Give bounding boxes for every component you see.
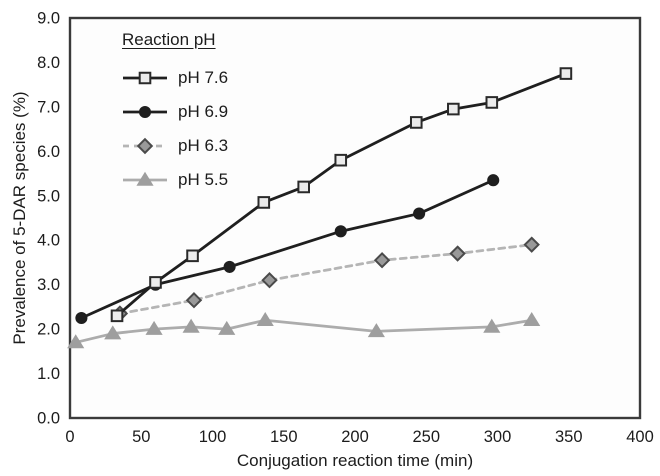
data-point-triangle [218, 320, 236, 335]
data-point-triangle [483, 318, 501, 333]
diamond-marker-icon [136, 137, 154, 155]
data-point-square [447, 102, 460, 116]
data-point-circle [487, 174, 500, 187]
legend-marker-circle-icon [123, 105, 167, 119]
data-point-square [559, 67, 573, 80]
plot-area [68, 16, 642, 420]
data-point-diamond [523, 236, 540, 253]
data-point-triangle [145, 320, 163, 335]
series-line-ph-6-9 [80, 178, 495, 320]
data-point-circle [75, 311, 88, 325]
legend-item-ph-6-9: pH 6.9 [122, 100, 228, 124]
x-tick-label: 150 [270, 428, 298, 446]
y-tick-label: 1.0 [37, 365, 60, 383]
series-line-ph-7-6 [115, 72, 568, 318]
x-tick-label: 250 [412, 428, 440, 446]
legend-marker-square-icon [123, 71, 167, 85]
data-point-square [257, 196, 271, 209]
x-tick-label: 200 [341, 428, 369, 446]
data-point-square [409, 116, 423, 129]
data-point-circle [223, 260, 236, 273]
legend-item-ph-6-3: pH 6.3 [122, 134, 228, 158]
series-line-ph-6-3 [118, 243, 534, 315]
y-tick-label: 9.0 [37, 10, 60, 28]
data-point-diamond [373, 252, 391, 269]
data-point-square [110, 309, 124, 323]
data-point-square [186, 249, 199, 263]
y-tick-label: 4.0 [37, 232, 60, 250]
y-tick-label: 8.0 [37, 54, 60, 72]
y-tick-label: 7.0 [37, 98, 60, 116]
x-tick-label: 400 [626, 428, 654, 446]
data-point-diamond [185, 292, 203, 309]
data-point-triangle [256, 312, 274, 327]
data-point-square [149, 276, 162, 289]
square-marker-icon [138, 71, 152, 85]
data-point-triangle [104, 325, 122, 340]
y-tick-label: 0.0 [37, 410, 60, 428]
y-tick-label: 2.0 [37, 321, 60, 339]
data-point-diamond [261, 272, 278, 289]
x-tick-label: 300 [484, 428, 512, 446]
data-point-triangle [367, 323, 385, 338]
x-tick-label: 100 [199, 428, 227, 446]
legend: Reaction pH pH 7.6 pH 6.9 pH 6.3 pH 5.5 [122, 30, 228, 202]
y-axis-title: Prevalence of 5-DAR species (%) [10, 91, 29, 345]
legend-item-ph-5-5: pH 5.5 [122, 168, 228, 192]
x-tick-label: 0 [65, 428, 74, 446]
data-point-circle [413, 207, 426, 220]
y-tick-label: 5.0 [37, 187, 60, 205]
data-point-circle [334, 225, 347, 238]
data-point-triangle [67, 334, 85, 349]
legend-item-ph-7-6: pH 7.6 [122, 66, 228, 90]
data-point-triangle [523, 312, 541, 327]
x-axis-title: Conjugation reaction time (min) [236, 451, 474, 470]
y-tick-label: 3.0 [37, 276, 60, 294]
legend-title: Reaction pH [122, 30, 216, 49]
data-point-diamond [449, 245, 466, 262]
legend-label: pH 6.9 [178, 102, 229, 121]
legend-label: pH 5.5 [178, 170, 229, 189]
legend-label: pH 7.6 [178, 68, 229, 87]
data-point-triangle [182, 318, 200, 333]
triangle-marker-icon [136, 171, 154, 186]
x-tick-label: 50 [132, 428, 150, 446]
data-point-square [334, 153, 348, 167]
data-point-square [485, 96, 499, 109]
legend-marker-triangle-icon [123, 171, 167, 186]
circle-marker-icon [138, 105, 152, 119]
legend-label: pH 6.3 [178, 136, 229, 155]
legend-marker-diamond-icon [123, 137, 167, 155]
x-tick-label: 350 [555, 428, 583, 446]
data-point-square [297, 180, 310, 194]
y-tick-label: 6.0 [37, 143, 60, 161]
